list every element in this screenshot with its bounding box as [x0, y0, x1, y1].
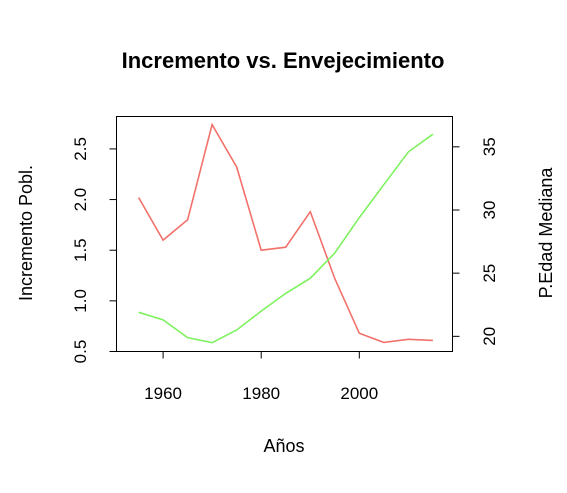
y-axis-left: 0.5 1.0 1.5 2.0 2.5 [71, 137, 117, 363]
y-axis-right: 20 25 30 35 [452, 137, 499, 346]
x-axis: 1960 1980 2000 [144, 351, 378, 403]
y-left-tick-label: 2.5 [71, 137, 90, 161]
y-left-tick-label: 0.5 [71, 340, 90, 364]
series-line-right [138, 133, 434, 344]
y-left-tick-label: 1.5 [71, 238, 90, 262]
plot-frame [116, 116, 453, 352]
x-tick-label: 2000 [340, 384, 378, 403]
y-right-tick-label: 20 [480, 327, 499, 346]
y-left-tick-label: 2.0 [71, 188, 90, 212]
y-right-tick-label: 30 [480, 201, 499, 220]
y-axis-left-label: Incremento Pobl. [16, 165, 36, 301]
y-right-tick-label: 25 [480, 264, 499, 283]
chart-title: Incremento vs. Envejecimiento [122, 48, 445, 73]
series-layer [137, 122, 434, 344]
y-left-tick-label: 1.0 [71, 289, 90, 313]
x-tick-label: 1980 [242, 384, 280, 403]
y-axis-right-label: P.Edad Mediana [536, 167, 556, 299]
x-tick-label: 1960 [144, 384, 182, 403]
x-axis-label: Años [263, 436, 304, 456]
series-line-left [137, 122, 433, 344]
y-right-tick-label: 35 [480, 137, 499, 156]
